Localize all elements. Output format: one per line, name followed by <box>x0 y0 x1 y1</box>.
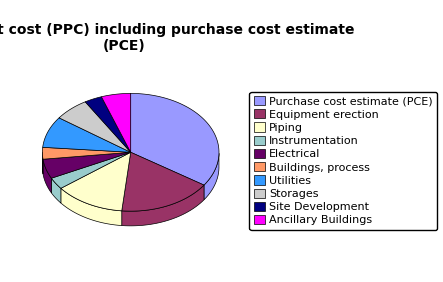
Polygon shape <box>43 152 131 178</box>
Text: Physical plant cost (PPC) including purchase cost estimate
(PCE): Physical plant cost (PPC) including purc… <box>0 23 354 53</box>
Polygon shape <box>122 152 204 211</box>
Polygon shape <box>43 118 131 152</box>
Legend: Purchase cost estimate (PCE), Equipment erection, Piping, Instrumentation, Elect: Purchase cost estimate (PCE), Equipment … <box>249 92 437 230</box>
Polygon shape <box>85 97 131 152</box>
Polygon shape <box>51 152 131 188</box>
Polygon shape <box>43 147 131 159</box>
Polygon shape <box>43 159 51 193</box>
Polygon shape <box>51 178 61 203</box>
Polygon shape <box>122 185 204 226</box>
Polygon shape <box>131 93 219 185</box>
Polygon shape <box>61 152 131 211</box>
Polygon shape <box>101 93 131 152</box>
Polygon shape <box>59 102 131 152</box>
Polygon shape <box>204 153 219 200</box>
Polygon shape <box>61 188 122 226</box>
